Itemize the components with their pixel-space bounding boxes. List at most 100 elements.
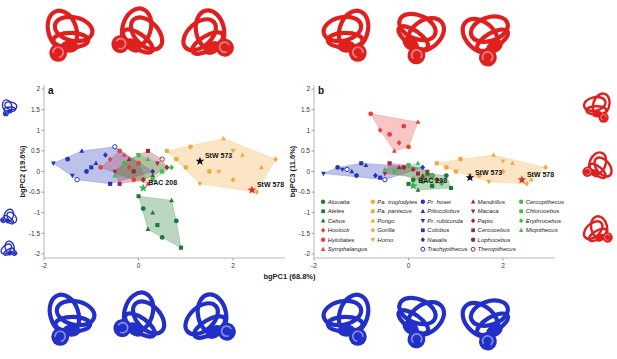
legend-label: Ateles — [327, 208, 345, 214]
legend-label: Mandrillus — [478, 199, 505, 205]
cochlea — [213, 35, 237, 59]
y-tick-label: 0.5 — [31, 147, 40, 154]
specimen-point — [136, 153, 140, 157]
y-tick-label: -0.5 — [29, 188, 41, 195]
specimen-point — [174, 157, 179, 162]
specimen-point — [221, 136, 226, 140]
inner-ear-render — [0, 206, 22, 230]
x-axis-label: bgPC1 (68.8%) — [263, 272, 316, 281]
inner-ear-render — [43, 7, 95, 62]
y-tick-label: 1 — [306, 127, 310, 134]
legend-marker — [421, 219, 425, 223]
y-tick-label: 2 — [36, 85, 40, 92]
fossil-label: StW 578 — [257, 181, 284, 188]
legend-marker — [519, 218, 523, 223]
y-tick — [312, 192, 315, 193]
specimen-point — [425, 170, 430, 174]
specimen-point — [401, 124, 406, 129]
inner-ear-render — [1, 99, 18, 117]
x-tick — [233, 258, 234, 261]
y-axis-label: bgPC2 (19.6%) — [18, 145, 27, 198]
legend: AlouattaAtelesCebusHoolockHylobatesSymph… — [321, 199, 564, 253]
specimen-point — [122, 152, 127, 156]
specimen-point — [150, 173, 155, 177]
specimen-point — [108, 182, 112, 186]
cochlea — [51, 328, 69, 346]
y-tick — [42, 212, 45, 213]
specimen-point — [349, 169, 354, 173]
specimen-point — [388, 161, 392, 165]
specimen-point — [231, 177, 236, 183]
specimen-point — [392, 148, 397, 152]
cochlea — [580, 165, 594, 179]
specimen-point — [216, 170, 221, 174]
x-tick — [503, 258, 504, 261]
y-tick — [42, 89, 45, 90]
y-tick — [42, 171, 45, 172]
specimen-point — [136, 161, 141, 166]
specimen-point — [169, 198, 174, 202]
y-tick — [312, 150, 315, 151]
cochlea — [108, 32, 133, 57]
legend-label: Hylobates — [328, 237, 355, 243]
legend-marker — [519, 209, 523, 213]
cochlea-shade — [481, 50, 495, 64]
cochlea — [349, 328, 367, 346]
specimen-point — [368, 111, 373, 116]
specimen-point — [406, 164, 411, 168]
specimen-point — [444, 165, 449, 170]
specimen-point — [198, 182, 203, 186]
legend-label: Pr. rubicunda — [427, 218, 463, 224]
specimen-point — [397, 165, 402, 169]
fossil-label: StW 573 — [475, 169, 502, 176]
specimen-point — [458, 157, 463, 162]
canal — [581, 218, 606, 243]
specimen-point — [543, 165, 548, 171]
specimen-point — [160, 157, 164, 161]
specimen-point — [430, 184, 435, 189]
specimen-point — [354, 173, 359, 178]
specimen-point — [131, 177, 136, 182]
legend-marker — [421, 228, 425, 232]
x-tick-label: 0 — [407, 262, 411, 269]
cochlea — [10, 249, 18, 257]
y-axis-label: bgPC3 (11.6%) — [288, 145, 297, 197]
specimen-point — [359, 161, 363, 165]
specimen-point — [179, 246, 183, 250]
specimen-point — [406, 144, 411, 149]
inner-ear-render — [45, 291, 97, 346]
legend-label: Cebus — [328, 218, 345, 224]
specimen-point — [373, 173, 378, 179]
specimen-point — [146, 227, 151, 231]
specimen-point — [117, 149, 122, 154]
fossil-label: StW 573 — [205, 152, 232, 159]
y-tick-label: 2 — [306, 85, 310, 92]
cochlea-shade — [218, 40, 232, 54]
legend-marker — [321, 247, 325, 251]
specimen-point — [131, 169, 136, 174]
legend-marker — [421, 247, 425, 251]
specimen-point — [416, 119, 421, 123]
specimen-point — [141, 206, 146, 211]
specimen-point — [98, 165, 103, 170]
plot-area — [51, 136, 278, 250]
legend-marker — [321, 228, 325, 233]
cochlea — [215, 319, 239, 343]
cochlea — [404, 43, 429, 68]
specimen-point — [406, 163, 410, 167]
legend-label: Pr. hosei — [427, 199, 451, 205]
specimen-point — [108, 156, 113, 162]
legend-marker — [471, 199, 475, 203]
fossil-point — [196, 157, 205, 165]
specimen-point — [382, 172, 387, 176]
specimen-point — [207, 169, 212, 174]
specimen-point — [240, 152, 245, 156]
cochlea — [476, 329, 500, 353]
specimen-point — [141, 177, 146, 183]
legend-label: Miopithecus — [526, 227, 558, 233]
cochlea-shade — [114, 37, 128, 51]
y-tick-label: 0 — [36, 168, 40, 175]
specimen-point — [160, 169, 164, 173]
specimen-point — [136, 153, 141, 157]
group-hull — [139, 196, 182, 247]
